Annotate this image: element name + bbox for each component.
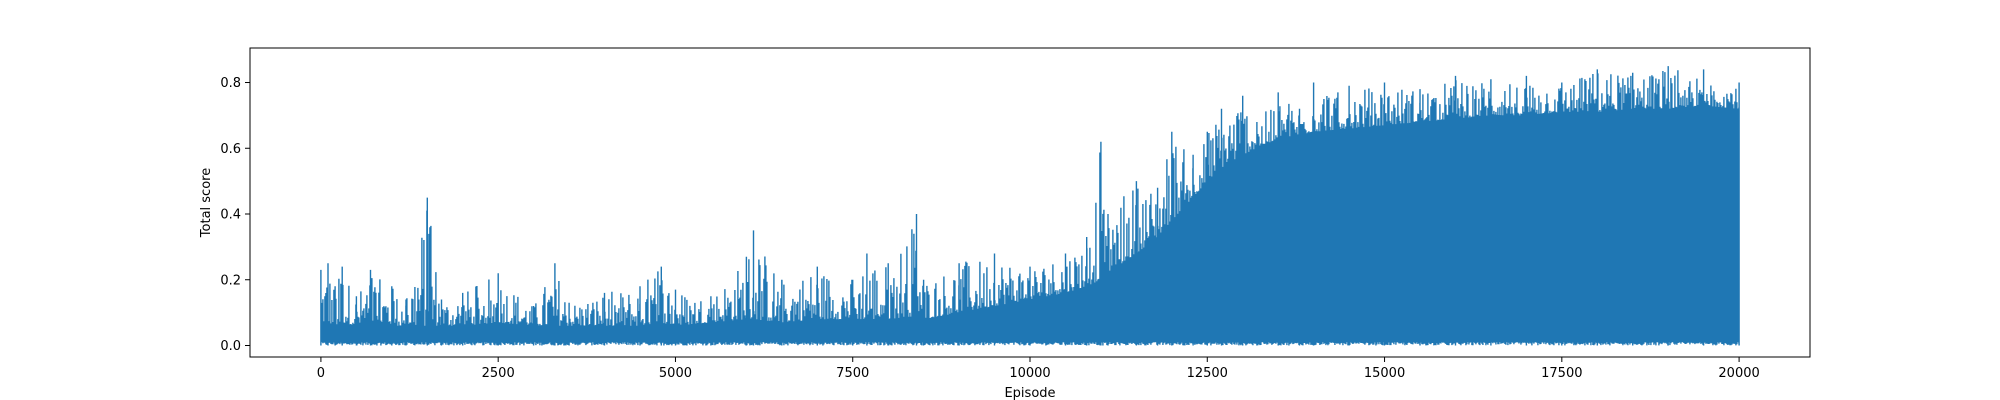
x-tick-label: 7500 [836, 366, 869, 381]
y-tick-label: 0.6 [220, 142, 241, 157]
series-line [320, 66, 1740, 346]
x-tick-label: 10000 [1009, 366, 1050, 381]
x-tick-label: 5000 [659, 366, 692, 381]
x-axis-label: Episode [1004, 386, 1055, 400]
y-tick-label: 0.0 [220, 339, 241, 354]
plot-series [320, 66, 1740, 346]
y-tick-label: 0.8 [220, 76, 241, 91]
y-axis: 0.0 0.2 0.4 0.6 0.8 [220, 76, 250, 354]
x-tick-label: 0 [317, 366, 325, 381]
y-axis-label: Total score [199, 168, 214, 238]
x-tick-label: 17500 [1541, 366, 1582, 381]
x-axis: 0 2500 5000 7500 10000 12500 15000 17500 20000 [317, 357, 1760, 381]
y-tick-label: 0.4 [220, 208, 241, 223]
x-tick-label: 15000 [1364, 366, 1405, 381]
x-tick-label: 12500 [1187, 366, 1228, 381]
x-tick-label: 20000 [1718, 366, 1759, 381]
y-tick-label: 0.2 [220, 273, 241, 288]
x-tick-label: 2500 [482, 366, 515, 381]
